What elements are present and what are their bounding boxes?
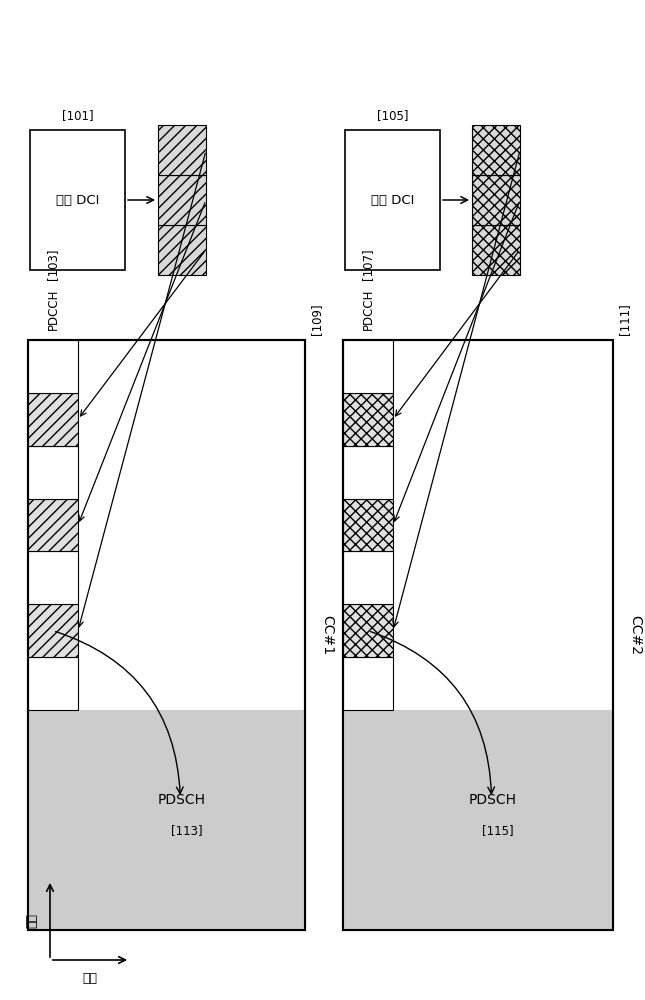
Bar <box>158 225 206 275</box>
Text: CC#2: CC#2 <box>628 615 642 655</box>
Bar <box>472 175 520 225</box>
Text: [111]: [111] <box>618 303 631 335</box>
Text: [105]: [105] <box>377 109 408 122</box>
Bar <box>343 340 613 930</box>
Bar <box>28 446 78 499</box>
Text: 普通 DCI: 普通 DCI <box>371 194 414 207</box>
Bar <box>28 393 78 446</box>
Bar <box>345 130 440 270</box>
Bar <box>28 604 78 657</box>
Text: [113]: [113] <box>171 824 203 838</box>
Text: PDSCH: PDSCH <box>469 793 517 807</box>
Bar <box>343 499 393 551</box>
Bar <box>30 130 125 270</box>
Bar <box>343 604 393 657</box>
Bar <box>28 340 78 393</box>
Text: 时间: 时间 <box>83 972 97 985</box>
Text: PDCCH: PDCCH <box>361 289 375 330</box>
Bar <box>28 340 305 930</box>
Text: 普通 DCI: 普通 DCI <box>56 194 99 207</box>
Text: [115]: [115] <box>482 824 514 838</box>
Text: PDCCH: PDCCH <box>46 289 59 330</box>
Text: [103]: [103] <box>46 248 59 280</box>
Text: CC#1: CC#1 <box>320 615 334 655</box>
Text: PDSCH: PDSCH <box>157 793 206 807</box>
Text: [101]: [101] <box>62 109 94 122</box>
Bar <box>158 175 206 225</box>
Bar <box>28 710 305 930</box>
Bar <box>343 657 393 710</box>
Bar <box>343 710 613 930</box>
Bar <box>343 393 393 446</box>
Bar <box>343 340 393 393</box>
Bar <box>472 125 520 175</box>
Bar <box>472 225 520 275</box>
Bar <box>158 125 206 175</box>
Text: [107]: [107] <box>361 248 375 280</box>
Bar <box>28 340 305 930</box>
Text: [109]: [109] <box>310 303 323 335</box>
Bar <box>343 446 393 499</box>
Bar <box>343 340 613 930</box>
Bar <box>28 657 78 710</box>
Bar <box>343 551 393 604</box>
Bar <box>28 499 78 551</box>
Text: 频率: 频率 <box>25 912 38 928</box>
Bar <box>28 551 78 604</box>
